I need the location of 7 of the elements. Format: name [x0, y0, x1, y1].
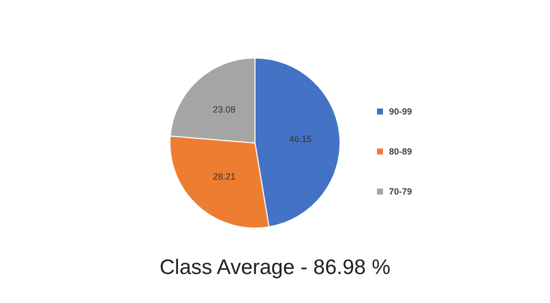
data-label: 28.21 [212, 171, 236, 182]
data-label: 23.08 [212, 104, 236, 115]
legend-label: 70-79 [389, 186, 412, 196]
legend-label: 90-99 [389, 106, 412, 116]
data-label: 46.15 [289, 134, 312, 144]
text: Class Average - 86.98 % [160, 256, 390, 279]
legend-label: 80-89 [389, 146, 412, 156]
